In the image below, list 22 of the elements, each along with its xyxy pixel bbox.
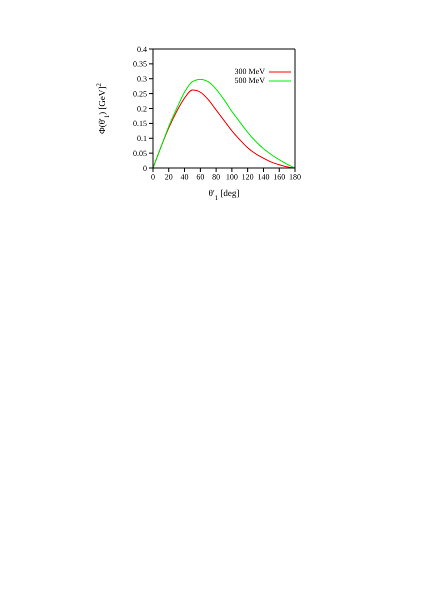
x-axis-title: θ'$_{1}$ [deg] bbox=[208, 188, 240, 202]
y-tick-label: 0.1 bbox=[137, 134, 147, 144]
y-tick-label: 0.3 bbox=[137, 74, 147, 84]
x-tick-label: 180 bbox=[289, 172, 301, 182]
y-tick-label: 0.25 bbox=[133, 89, 147, 98]
y-tick-label: 0.05 bbox=[133, 148, 147, 158]
legend-label: 300 MeV bbox=[234, 67, 265, 76]
x-tick-label: 100 bbox=[226, 172, 238, 182]
x-tick-label: 0 bbox=[151, 172, 155, 182]
x-tick-label: 80 bbox=[212, 172, 220, 182]
y-tick-label: 0 bbox=[143, 164, 147, 173]
x-tick-label: 20 bbox=[164, 172, 173, 182]
legend-label: 500 MeV bbox=[234, 76, 265, 85]
x-tick-label: 60 bbox=[196, 172, 204, 182]
y-tick-label: 0.15 bbox=[133, 119, 147, 128]
y-tick-label: 0.35 bbox=[133, 60, 147, 69]
x-tick-label: 140 bbox=[257, 172, 270, 182]
x-tick-label: 120 bbox=[242, 172, 254, 182]
y-tick-label: 0.4 bbox=[137, 44, 147, 54]
x-tick-label: 40 bbox=[180, 172, 189, 182]
y-tick-label: 0.2 bbox=[137, 104, 147, 114]
x-tick-label: 160 bbox=[273, 172, 286, 182]
